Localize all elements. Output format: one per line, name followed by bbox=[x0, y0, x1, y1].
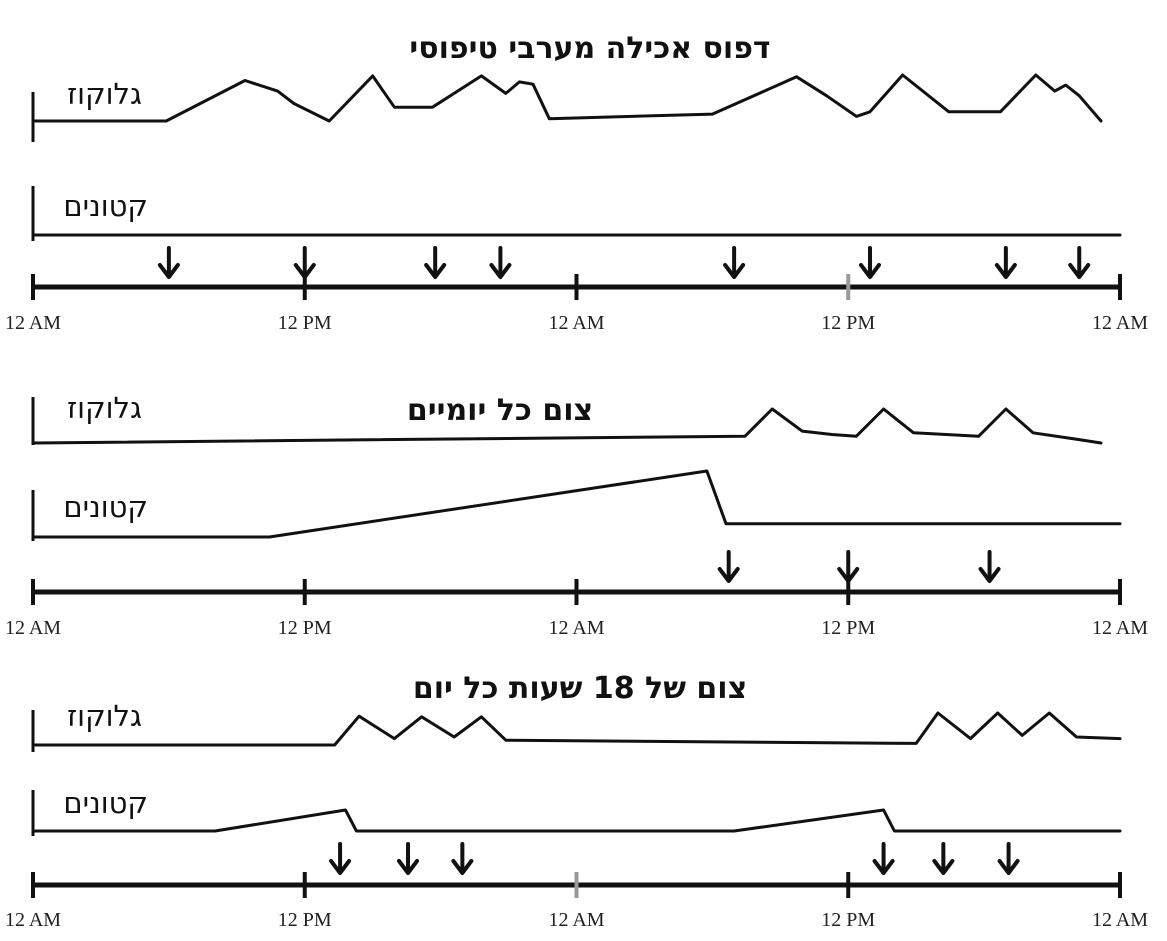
meal-arrow-icon bbox=[997, 842, 1020, 875]
meal-arrow-icon bbox=[451, 842, 474, 875]
meal-arrow-icon bbox=[872, 842, 895, 875]
meal-arrow-head bbox=[397, 859, 420, 875]
time-tick-label: 12 PM bbox=[278, 312, 332, 334]
meal-arrow-icon bbox=[424, 246, 447, 279]
meal-arrow-icon bbox=[293, 246, 316, 279]
meal-arrow-icon bbox=[837, 550, 860, 583]
meal-arrow-icon bbox=[1068, 246, 1091, 279]
meal-arrow-icon bbox=[329, 842, 352, 875]
panel-1: דפוס אכילה מערבי טיפוסי גלוקוז קטונים 12 AM… bbox=[5, 31, 1148, 334]
time-tick-label: 12 PM bbox=[821, 312, 875, 334]
panel-title: צום של 18 שעות כל יום bbox=[413, 671, 747, 706]
panel-2: צום כל יומיים גלוקוז קטונים 12 AM 12 PM 12 AM… bbox=[5, 391, 1148, 639]
meal-arrow-icon bbox=[397, 842, 420, 875]
meal-arrow-icon bbox=[932, 842, 955, 875]
glucose-label: גלוקוז bbox=[67, 391, 142, 425]
meal-arrow-head bbox=[932, 859, 955, 875]
glucose-curve bbox=[31, 73, 1103, 123]
meal-arrow-head bbox=[872, 859, 895, 875]
time-tick-label: 12 AM bbox=[5, 312, 61, 334]
meal-arrow-head bbox=[717, 567, 740, 583]
meal-arrow-icon bbox=[717, 550, 740, 583]
panel-3: צום של 18 שעות כל יום גלוקוז קטונים 12 AM 12… bbox=[5, 671, 1148, 931]
time-tick-label: 12 AM bbox=[1092, 909, 1148, 931]
time-tick-label: 12 AM bbox=[548, 312, 604, 334]
time-tick-label: 12 PM bbox=[821, 617, 875, 639]
time-tick-label: 12 AM bbox=[1092, 312, 1148, 334]
meal-arrow-head bbox=[489, 263, 512, 279]
time-tick-label: 12 AM bbox=[548, 909, 604, 931]
time-tick-label: 12 AM bbox=[1092, 617, 1148, 639]
meal-arrow-head bbox=[723, 263, 746, 279]
time-tick-label: 12 AM bbox=[5, 909, 61, 931]
meal-arrow-icon bbox=[978, 550, 1001, 583]
glucose-label: גלוקוז bbox=[67, 77, 142, 111]
time-tick-label: 12 PM bbox=[278, 909, 332, 931]
ketones-label: קטונים bbox=[63, 189, 148, 223]
meal-arrow-icon bbox=[157, 246, 180, 279]
meal-arrow-head bbox=[858, 263, 881, 279]
meal-arrow-head bbox=[994, 263, 1017, 279]
meal-arrow-head bbox=[978, 567, 1001, 583]
panel-title: דפוס אכילה מערבי טיפוסי bbox=[409, 31, 770, 66]
time-tick-label: 12 PM bbox=[278, 617, 332, 639]
meal-arrow-head bbox=[451, 859, 474, 875]
panel-title: צום כל יומיים bbox=[407, 393, 593, 428]
ketones-label: קטונים bbox=[63, 786, 148, 820]
meal-arrow-icon bbox=[994, 246, 1017, 279]
meal-arrow-head bbox=[329, 859, 352, 875]
time-tick-label: 12 AM bbox=[548, 617, 604, 639]
meal-arrow-icon bbox=[489, 246, 512, 279]
ketones-curve bbox=[31, 469, 1122, 539]
time-tick-label: 12 PM bbox=[821, 909, 875, 931]
meal-arrow-icon bbox=[858, 246, 881, 279]
time-tick-label: 12 AM bbox=[5, 617, 61, 639]
meal-arrow-head bbox=[424, 263, 447, 279]
glucose-curve bbox=[31, 711, 1122, 747]
ketones-curve bbox=[31, 808, 1122, 833]
ketones-label: קטונים bbox=[63, 490, 148, 524]
glucose-curve bbox=[31, 407, 1103, 445]
glucose-label: גלוקוז bbox=[67, 699, 142, 733]
meal-arrow-head bbox=[997, 859, 1020, 875]
meal-arrow-head bbox=[157, 263, 180, 279]
meal-arrow-icon bbox=[723, 246, 746, 279]
meal-arrow-head bbox=[1068, 263, 1091, 279]
